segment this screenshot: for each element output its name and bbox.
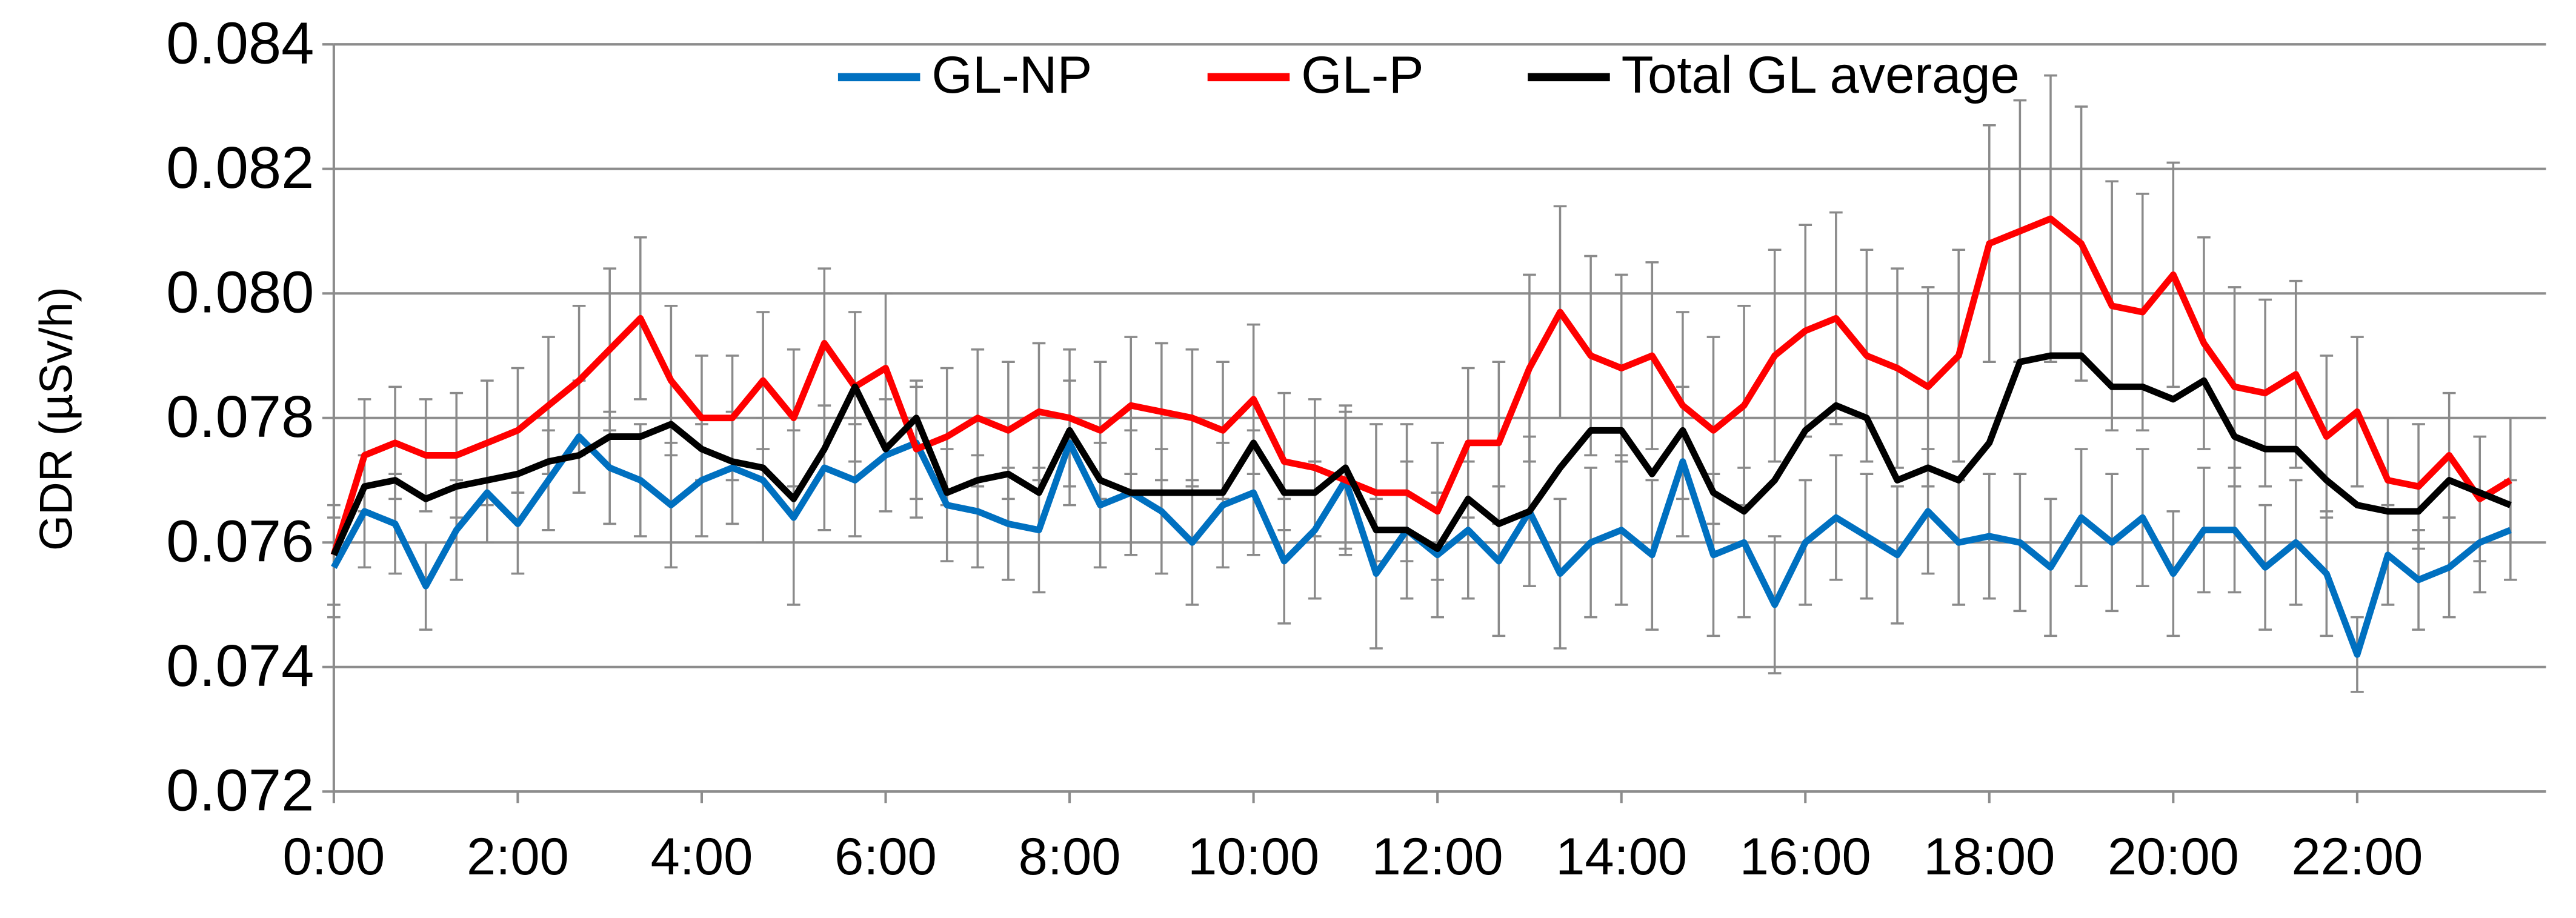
y-tick-label: 0.076 [166,508,314,574]
y-tick-label: 0.084 [166,10,314,76]
x-tick-label: 20:00 [2108,827,2239,886]
legend-label: Total GL average [1622,45,2020,104]
series-line [331,433,2512,658]
x-tick-label: 12:00 [1372,827,1503,886]
series-line [330,352,2512,557]
series-line [330,215,2512,556]
y-tick-label: 0.072 [166,757,314,823]
x-tick-label: 0:00 [282,827,385,886]
y-tick-label: 0.082 [166,135,314,201]
x-tick-label: 14:00 [1556,827,1687,886]
y-tick-label: 0.080 [166,259,314,325]
legend-item: GL-NP [837,45,1092,104]
x-tick-label: 10:00 [1188,827,1319,886]
x-tick-label: 2:00 [467,827,569,886]
legend-label: GL-P [1301,45,1423,104]
y-axis-label: GDR (µSv/h) [30,287,82,551]
x-tick-label: 8:00 [1019,827,1121,886]
y-tick-label: 0.074 [166,633,314,699]
legend-item: GL-P [1207,45,1424,104]
x-tick-label: 4:00 [651,827,753,886]
legend-label: GL-NP [931,45,1092,104]
x-tick-label: 22:00 [2291,827,2423,886]
x-tick-label: 18:00 [1923,827,2055,886]
y-tick-label: 0.078 [166,384,314,450]
x-tick-label: 6:00 [834,827,937,886]
legend-item: Total GL average [1528,45,2020,104]
x-tick-label: 16:00 [1740,827,1871,886]
